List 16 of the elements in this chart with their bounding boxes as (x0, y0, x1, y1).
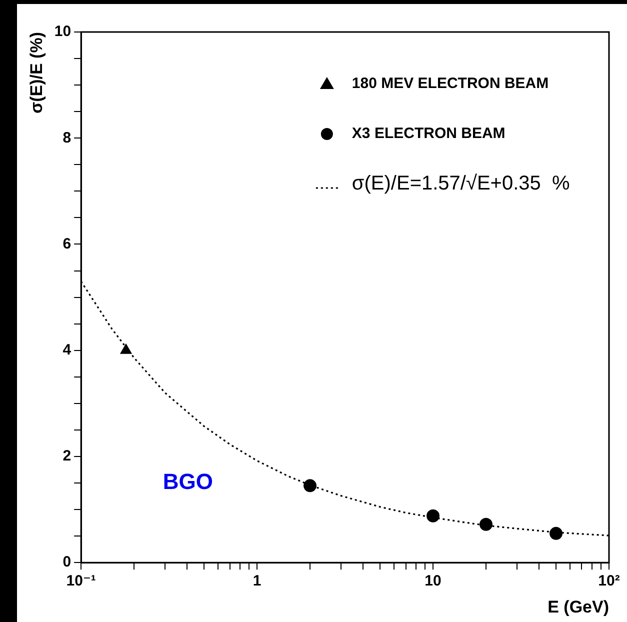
y-tick-label: 4 (62, 342, 72, 358)
y-tick-label: 2 (62, 448, 72, 465)
x-tick-label: 1 (252, 572, 262, 590)
y-tick-label: 8 (62, 129, 72, 146)
y-axis-title: σ(E)/E (%) (26, 32, 46, 114)
x-tick-label: 10 (424, 572, 442, 590)
x-axis-title: E (GeV) (548, 597, 609, 616)
x-tick-label: 10² (598, 572, 620, 590)
legend-label: σ(E)/E=1.57/√E+0.35 % (352, 172, 570, 195)
x-tick-label: 10⁻¹ (66, 572, 96, 590)
annotation: BGO (162, 469, 214, 494)
legend-label: 180 MEV ELECTRON BEAM (352, 75, 549, 92)
y-tick-label: 6 (62, 235, 72, 252)
legend-label: X3 ELECTRON BEAM (352, 125, 506, 142)
y-tick-label: 0 (62, 554, 72, 571)
y-tick-label: 10 (54, 23, 72, 40)
